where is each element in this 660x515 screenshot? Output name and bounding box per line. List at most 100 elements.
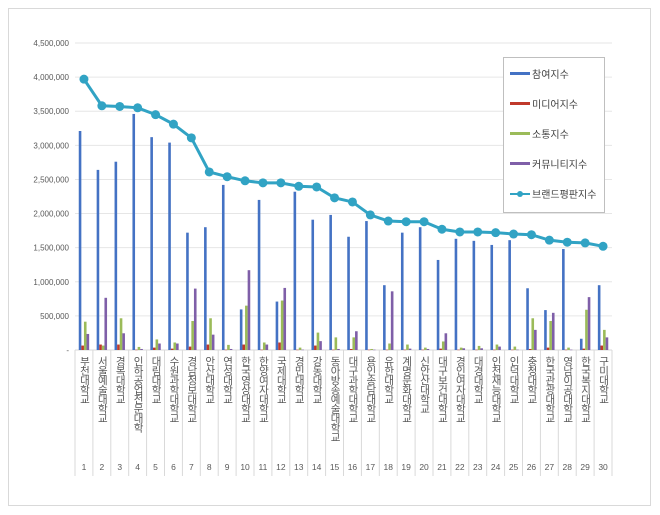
point-브랜드평판지수-24 bbox=[491, 228, 501, 238]
point-브랜드평판지수-11 bbox=[258, 178, 268, 188]
bar-참여지수-20 bbox=[418, 227, 422, 350]
x-category-label: 인천재능대학교 bbox=[490, 356, 503, 423]
bar-미디어지수-18 bbox=[385, 349, 389, 351]
y-tick-label: 500,000 bbox=[40, 312, 69, 321]
x-rank-label: 24 bbox=[490, 462, 501, 472]
x-category-label: 유한대학교 bbox=[382, 356, 395, 404]
bar-소통지수-19 bbox=[406, 344, 409, 350]
bar-소통지수-7 bbox=[191, 321, 194, 350]
bar-미디어지수-12 bbox=[278, 342, 281, 350]
x-rank-label: 8 bbox=[206, 462, 212, 472]
bar-참여지수-15 bbox=[329, 214, 332, 350]
x-category-label: 한양여자대학교 bbox=[257, 356, 270, 423]
legend-item: 커뮤니티지수 bbox=[510, 156, 587, 171]
bar-커뮤니티지수-9 bbox=[229, 348, 233, 350]
legend-item: 미디어지수 bbox=[510, 96, 578, 111]
point-브랜드평판지수-25 bbox=[509, 229, 519, 239]
bar-소통지수-23 bbox=[477, 345, 481, 350]
bar-미디어지수-5 bbox=[152, 347, 156, 350]
point-브랜드평판지수-6 bbox=[168, 119, 178, 129]
x-rank-label: 10 bbox=[240, 462, 250, 472]
bar-미디어지수-4 bbox=[135, 349, 138, 351]
x-rank-label: 13 bbox=[294, 462, 304, 472]
bar-미디어지수-10 bbox=[242, 344, 246, 350]
bar-미디어지수-29 bbox=[582, 348, 586, 350]
bar-참여지수-6 bbox=[168, 142, 171, 350]
bar-소통지수-3 bbox=[119, 318, 123, 350]
bar-참여지수-18 bbox=[383, 285, 386, 350]
legend-label: 커뮤니티지수 bbox=[532, 160, 588, 171]
point-브랜드평판지수-22 bbox=[455, 227, 465, 237]
point-브랜드평판지수-9 bbox=[222, 172, 232, 182]
bar-미디어지수-27 bbox=[546, 347, 550, 350]
legend-label: 참여지수 bbox=[532, 70, 569, 81]
bar-소통지수-12 bbox=[280, 300, 284, 350]
bar-소통지수-30 bbox=[603, 329, 606, 350]
point-브랜드평판지수-3 bbox=[115, 101, 125, 111]
bar-미디어지수-15 bbox=[331, 349, 335, 351]
bar-미디어지수-24 bbox=[493, 349, 496, 351]
legend-label: 소통지수 bbox=[532, 130, 569, 141]
bar-미디어지수-26 bbox=[528, 348, 532, 350]
bar-커뮤니티지수-5 bbox=[158, 343, 161, 350]
legend-label: 브랜드평판지수 bbox=[532, 190, 597, 201]
x-rank-label: 11 bbox=[258, 462, 268, 472]
bar-소통지수-18 bbox=[388, 343, 391, 350]
bar-참여지수-24 bbox=[490, 244, 494, 350]
bar-커뮤니티지수-13 bbox=[301, 349, 304, 351]
bar-커뮤니티지수-2 bbox=[104, 297, 108, 350]
bar-참여지수-8 bbox=[204, 227, 207, 350]
bar-커뮤니티지수-6 bbox=[176, 343, 179, 350]
bar-커뮤니티지수-19 bbox=[408, 348, 412, 350]
point-브랜드평판지수-18 bbox=[383, 216, 393, 226]
x-rank-label: 5 bbox=[153, 462, 158, 472]
y-tick-label: 1,000,000 bbox=[33, 278, 69, 287]
bar-참여지수-13 bbox=[293, 191, 297, 350]
x-category-label: 경민대학교 bbox=[293, 356, 306, 404]
x-category-label: 강동대학교 bbox=[311, 356, 324, 404]
point-브랜드평판지수-15 bbox=[330, 193, 340, 203]
bar-소통지수-22 bbox=[459, 347, 463, 350]
bar-미디어지수-28 bbox=[564, 349, 568, 351]
bar-소통지수-10 bbox=[245, 305, 248, 350]
x-rank-label: 3 bbox=[117, 462, 123, 472]
bar-소통지수-29 bbox=[585, 309, 588, 350]
bar-미디어지수-13 bbox=[296, 349, 299, 351]
point-브랜드평판지수-4 bbox=[133, 103, 143, 113]
bar-커뮤니티지수-11 bbox=[265, 344, 269, 350]
x-category-label: 대림대학교 bbox=[150, 356, 163, 404]
x-rank-label: 6 bbox=[171, 462, 176, 472]
bar-소통지수-8 bbox=[209, 318, 212, 350]
bar-참여지수-16 bbox=[347, 236, 350, 350]
x-category-label: 부천대학교 bbox=[78, 356, 91, 404]
y-tick-label: 4,500,000 bbox=[33, 39, 69, 48]
x-rank-label: 14 bbox=[311, 462, 322, 472]
bar-참여지수-17 bbox=[365, 221, 368, 350]
x-category-label: 경남정보대학교 bbox=[185, 356, 198, 423]
x-rank-label: 18 bbox=[383, 462, 393, 472]
x-rank-label: 1 bbox=[81, 462, 87, 472]
x-rank-label: 2 bbox=[99, 462, 105, 472]
bar-커뮤니티지수-4 bbox=[140, 348, 143, 350]
point-브랜드평판지수-30 bbox=[598, 241, 608, 251]
bar-커뮤니티지수-28 bbox=[569, 349, 573, 351]
bar-소통지수-6 bbox=[173, 342, 177, 350]
x-category-label: 대구과학대학교 bbox=[346, 356, 359, 423]
bar-참여지수-23 bbox=[472, 240, 476, 350]
point-브랜드평판지수-28 bbox=[562, 237, 572, 247]
bar-커뮤니티지수-16 bbox=[355, 331, 358, 350]
bar-커뮤니티지수-29 bbox=[587, 297, 591, 350]
point-브랜드평판지수-16 bbox=[347, 197, 357, 207]
x-rank-label: 29 bbox=[580, 462, 590, 472]
bar-미디어지수-7 bbox=[188, 346, 192, 350]
x-rank-label: 25 bbox=[508, 462, 519, 472]
bar-소통지수-11 bbox=[262, 342, 266, 350]
point-브랜드평판지수-21 bbox=[437, 224, 447, 234]
point-브랜드평판지수-10 bbox=[240, 176, 250, 186]
x-category-label: 서울예술대학교 bbox=[96, 356, 109, 423]
bar-참여지수-27 bbox=[544, 310, 547, 350]
bar-미디어지수-1 bbox=[81, 345, 84, 350]
bar-미디어지수-23 bbox=[475, 349, 478, 351]
bar-참여지수-7 bbox=[186, 232, 189, 350]
